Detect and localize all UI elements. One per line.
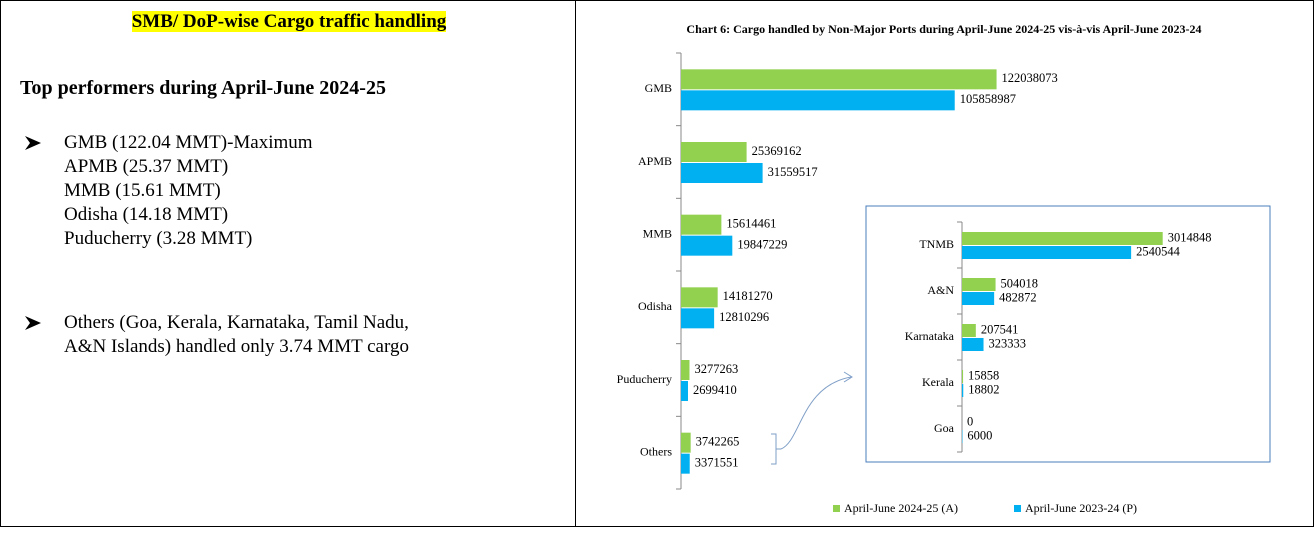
- chart: Chart 6: Cargo handled by Non-Major Port…: [576, 1, 1313, 528]
- text-panel: SMB/ DoP-wise Cargo traffic handling Top…: [0, 0, 576, 527]
- chart-panel: Chart 6: Cargo handled by Non-Major Port…: [576, 0, 1314, 527]
- category-label: APMB: [638, 154, 672, 168]
- value-label: 3742265: [696, 435, 740, 449]
- bullet-line: MMB (15.61 MMT): [64, 179, 313, 203]
- category-label: Others: [640, 444, 672, 458]
- category-label: TNMB: [919, 237, 954, 251]
- heading: SMB/ DoP-wise Cargo traffic handling: [1, 11, 577, 33]
- value-label: 25369162: [752, 144, 802, 158]
- bar: [681, 308, 714, 328]
- bullet-line: GMB (122.04 MMT)-Maximum: [64, 131, 313, 155]
- bullet-line: Puducherry (3.28 MMT): [64, 227, 313, 251]
- bullet-line: APMB (25.37 MMT): [64, 155, 313, 179]
- value-label: 105858987: [960, 92, 1016, 106]
- bar: [962, 278, 996, 291]
- value-label: 323333: [989, 336, 1027, 350]
- bar: [681, 287, 718, 307]
- bullet: Others (Goa, Kerala, Karnataka, Tamil Na…: [25, 311, 409, 359]
- category-label: A&N: [927, 283, 954, 297]
- bar: [681, 236, 732, 256]
- legend-label: April-June 2024-25 (A): [844, 501, 958, 515]
- value-label: 15858: [968, 368, 999, 382]
- heading-text: SMB/ DoP-wise Cargo traffic handling: [132, 11, 447, 32]
- category-label: GMB: [645, 81, 672, 95]
- value-label: 504018: [1001, 276, 1039, 290]
- bar: [962, 232, 1163, 245]
- bar: [681, 433, 691, 453]
- legend-label: April-June 2023-24 (P): [1025, 501, 1137, 515]
- bar: [681, 69, 997, 89]
- value-label: 122038073: [1002, 71, 1058, 85]
- value-label: 3371551: [695, 456, 739, 470]
- bar: [681, 454, 690, 474]
- value-label: 19847229: [737, 238, 787, 252]
- bullet-icon: [25, 136, 41, 150]
- bar: [962, 384, 963, 397]
- value-label: 6000: [967, 428, 992, 442]
- value-label: 3014848: [1168, 230, 1212, 244]
- bar: [962, 370, 963, 383]
- subheading: Top performers during April-June 2024-25: [20, 77, 386, 100]
- bar: [962, 292, 994, 305]
- bar: [962, 246, 1131, 259]
- bullet-line: Odisha (14.18 MMT): [64, 203, 313, 227]
- bullet-line: A&N Islands) handled only 3.74 MMT cargo: [64, 335, 409, 359]
- value-label: 482872: [999, 290, 1037, 304]
- category-label: Kerala: [922, 375, 955, 389]
- brace: [771, 434, 781, 464]
- value-label: 12810296: [719, 310, 769, 324]
- bar: [681, 360, 689, 380]
- connector: [781, 377, 851, 449]
- bar: [962, 338, 984, 351]
- category-label: Karnataka: [905, 329, 955, 343]
- legend-swatch: [1014, 505, 1021, 512]
- value-label: 0: [967, 414, 973, 428]
- category-label: Puducherry: [617, 372, 672, 386]
- category-label: Odisha: [638, 299, 673, 313]
- value-label: 2699410: [693, 383, 737, 397]
- bar: [681, 381, 688, 401]
- value-label: 14181270: [723, 289, 773, 303]
- value-label: 2540544: [1136, 244, 1181, 258]
- bullet-icon: [25, 316, 41, 330]
- bar: [681, 142, 747, 162]
- bar: [681, 90, 955, 110]
- value-label: 15614461: [726, 217, 776, 231]
- bar: [681, 163, 763, 183]
- value-label: 207541: [981, 322, 1019, 336]
- chart-title: Chart 6: Cargo handled by Non-Major Port…: [686, 22, 1201, 36]
- bullet-line: Others (Goa, Kerala, Karnataka, Tamil Na…: [64, 311, 409, 335]
- bar: [962, 324, 976, 337]
- bar: [681, 215, 721, 235]
- category-label: MMB: [643, 226, 672, 240]
- value-label: 18802: [968, 382, 999, 396]
- legend-swatch: [833, 505, 840, 512]
- value-label: 31559517: [768, 165, 818, 179]
- category-label: Goa: [934, 421, 955, 435]
- value-label: 3277263: [694, 362, 738, 376]
